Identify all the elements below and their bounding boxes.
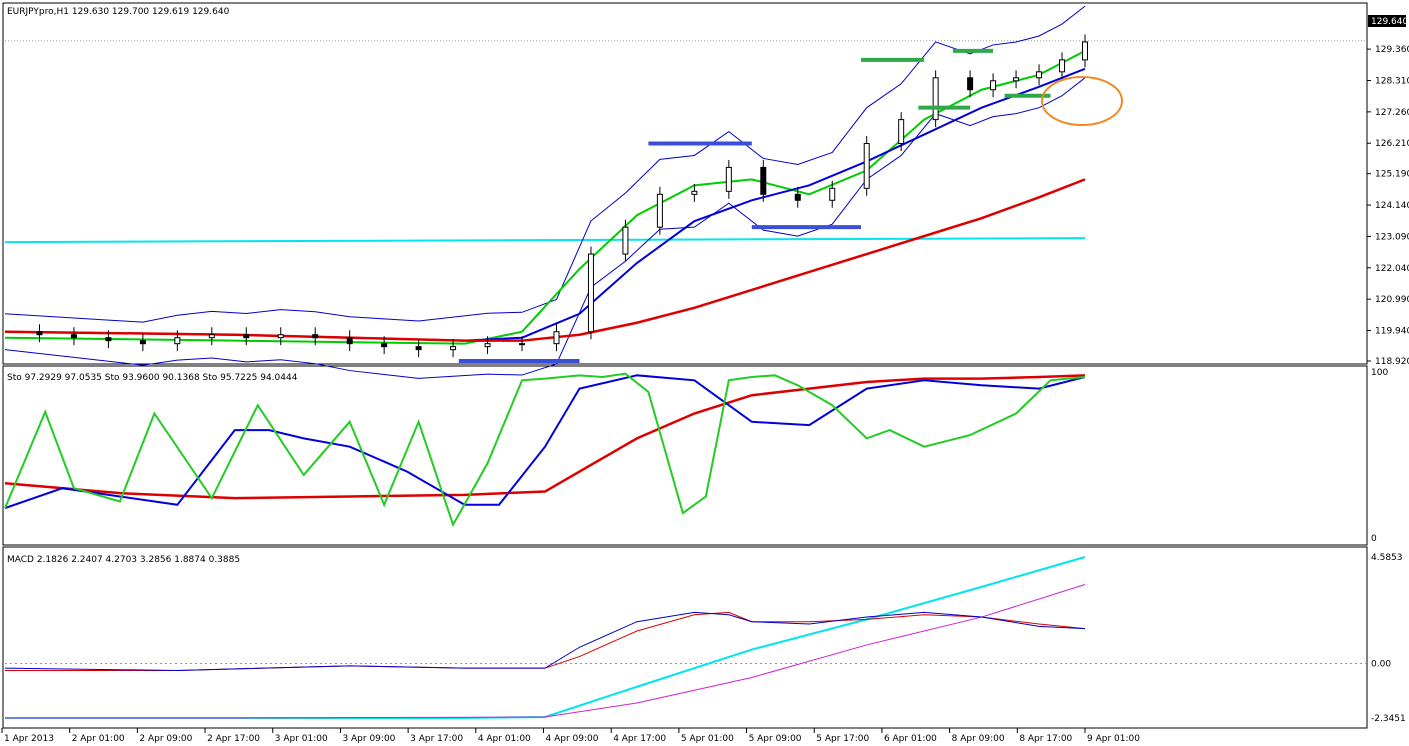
price-tick-label: 124.140 — [1375, 201, 1409, 211]
candle-body — [519, 343, 526, 346]
price-plot — [4, 5, 1088, 379]
candle-body — [484, 343, 491, 348]
time-tick-label: 3 Apr 01:00 — [275, 734, 328, 744]
time-tick-label: 4 Apr 09:00 — [546, 734, 599, 744]
candle-body — [415, 346, 422, 351]
price-axis: 129.360 128.310 127.260 126.210 125.190 124.1… — [5, 40, 1409, 367]
candle-body — [105, 337, 112, 342]
time-tick-label: 2 Apr 09:00 — [139, 734, 192, 744]
macd-main-line — [4, 611, 1086, 671]
candle-body — [139, 340, 146, 345]
current-price-box — [1368, 15, 1406, 27]
time-tick-label: 2 Apr 01:00 — [72, 734, 125, 744]
candle-body — [898, 119, 905, 145]
price-tick-label: 127.260 — [1375, 108, 1409, 118]
stochastic-plot — [4, 372, 1086, 528]
candle-body — [450, 346, 457, 351]
stochastic-axis: 100 0 — [1371, 368, 1388, 544]
candle-body — [990, 80, 997, 91]
candle-body — [208, 334, 215, 339]
stochastic-slow-line — [4, 374, 1086, 500]
horizontal-level-line — [4, 237, 1086, 244]
candle-body — [1059, 59, 1066, 73]
price-tick-label: 125.190 — [1375, 170, 1409, 180]
candle-body — [277, 334, 284, 339]
candle-body — [967, 77, 974, 91]
candle-body — [794, 193, 801, 201]
time-tick-label: 6 Apr 01:00 — [884, 734, 937, 744]
macd-tick-label: -2.3451 — [1371, 714, 1406, 724]
time-axis: 1 Apr 2013 2 Apr 01:00 2 Apr 09:00 2 Apr 17… — [1, 728, 1140, 744]
price-tick-label: 129.360 — [1375, 45, 1409, 55]
candle-body — [725, 166, 732, 192]
current-price-label: 129.640 — [1371, 17, 1408, 27]
stochastic-tick-label: 0 — [1371, 534, 1377, 544]
stochastic-pane-header: Sto 97.2929 97.0535 Sto 93.9600 90.1368 … — [7, 373, 298, 383]
time-tick-label: 8 Apr 09:00 — [952, 734, 1005, 744]
candle-body — [553, 331, 560, 345]
candle-body — [36, 331, 43, 336]
stochastic-fast-line — [4, 372, 1086, 528]
time-tick-label: 5 Apr 17:00 — [816, 734, 869, 744]
candle-body — [932, 77, 939, 121]
candle-body — [381, 343, 388, 348]
time-tick-label: 4 Apr 01:00 — [478, 734, 531, 744]
price-tick-label: 120.990 — [1375, 295, 1409, 305]
candle-body — [243, 334, 250, 339]
candle-body — [829, 187, 836, 201]
time-tick-label: 3 Apr 17:00 — [410, 734, 463, 744]
price-pane-header: EURJPYpro,H1 129.630 129.700 129.619 129… — [7, 7, 230, 17]
time-tick-label: 2 Apr 17:00 — [207, 734, 260, 744]
macd-pane-frame — [2, 546, 1368, 729]
candle-body — [691, 190, 698, 195]
time-tick-label: 9 Apr 01:00 — [1087, 734, 1140, 744]
bollinger-upper-line — [4, 5, 1086, 323]
price-tick-label: 118.920 — [1375, 357, 1409, 367]
macd-axis: 4.5853 0.00 -2.3451 — [5, 553, 1406, 724]
macd-plot — [4, 556, 1086, 719]
candle-body — [587, 253, 594, 333]
candle-body — [174, 337, 181, 345]
target-ellipse — [1041, 76, 1123, 126]
time-tick-label: 4 Apr 17:00 — [613, 734, 666, 744]
macd-tick-label: 4.5853 — [1371, 553, 1403, 563]
price-tick-label: 128.310 — [1375, 76, 1409, 86]
macd-tick-label: 0.00 — [1371, 660, 1391, 670]
candle-body — [656, 193, 663, 228]
moving-average-line — [4, 178, 1086, 342]
candle-body — [346, 337, 353, 345]
time-tick-label: 3 Apr 09:00 — [342, 734, 395, 744]
time-tick-label: 8 Apr 17:00 — [1019, 734, 1072, 744]
price-tick-label: 119.940 — [1375, 327, 1409, 337]
candle-body — [863, 143, 870, 189]
candle-body — [1082, 41, 1088, 61]
bollinger-lower-line — [4, 77, 1086, 379]
time-tick-label: 5 Apr 01:00 — [681, 734, 734, 744]
macd-average-line — [5, 584, 1086, 719]
price-pane-frame — [2, 2, 1368, 365]
stochastic-pane-frame — [2, 365, 1368, 546]
candle-body — [312, 334, 319, 339]
candle-body — [1013, 77, 1020, 82]
time-tick-label: 1 Apr 2013 — [4, 734, 54, 744]
time-tick-label: 5 Apr 09:00 — [749, 734, 802, 744]
price-tick-label: 126.210 — [1375, 139, 1409, 149]
candle-body — [1036, 71, 1043, 79]
macd-pane-header: MACD 2.1826 2.2407 4.2703 3.2856 1.8874 … — [7, 555, 240, 565]
price-tick-label: 122.040 — [1375, 264, 1409, 274]
stochastic-tick-label: 100 — [1371, 368, 1388, 378]
candle-body — [760, 166, 767, 195]
price-tick-label: 123.090 — [1375, 232, 1409, 242]
candle-body — [622, 226, 629, 255]
candle-body — [70, 334, 77, 339]
stochastic-mid-line — [4, 374, 1086, 510]
